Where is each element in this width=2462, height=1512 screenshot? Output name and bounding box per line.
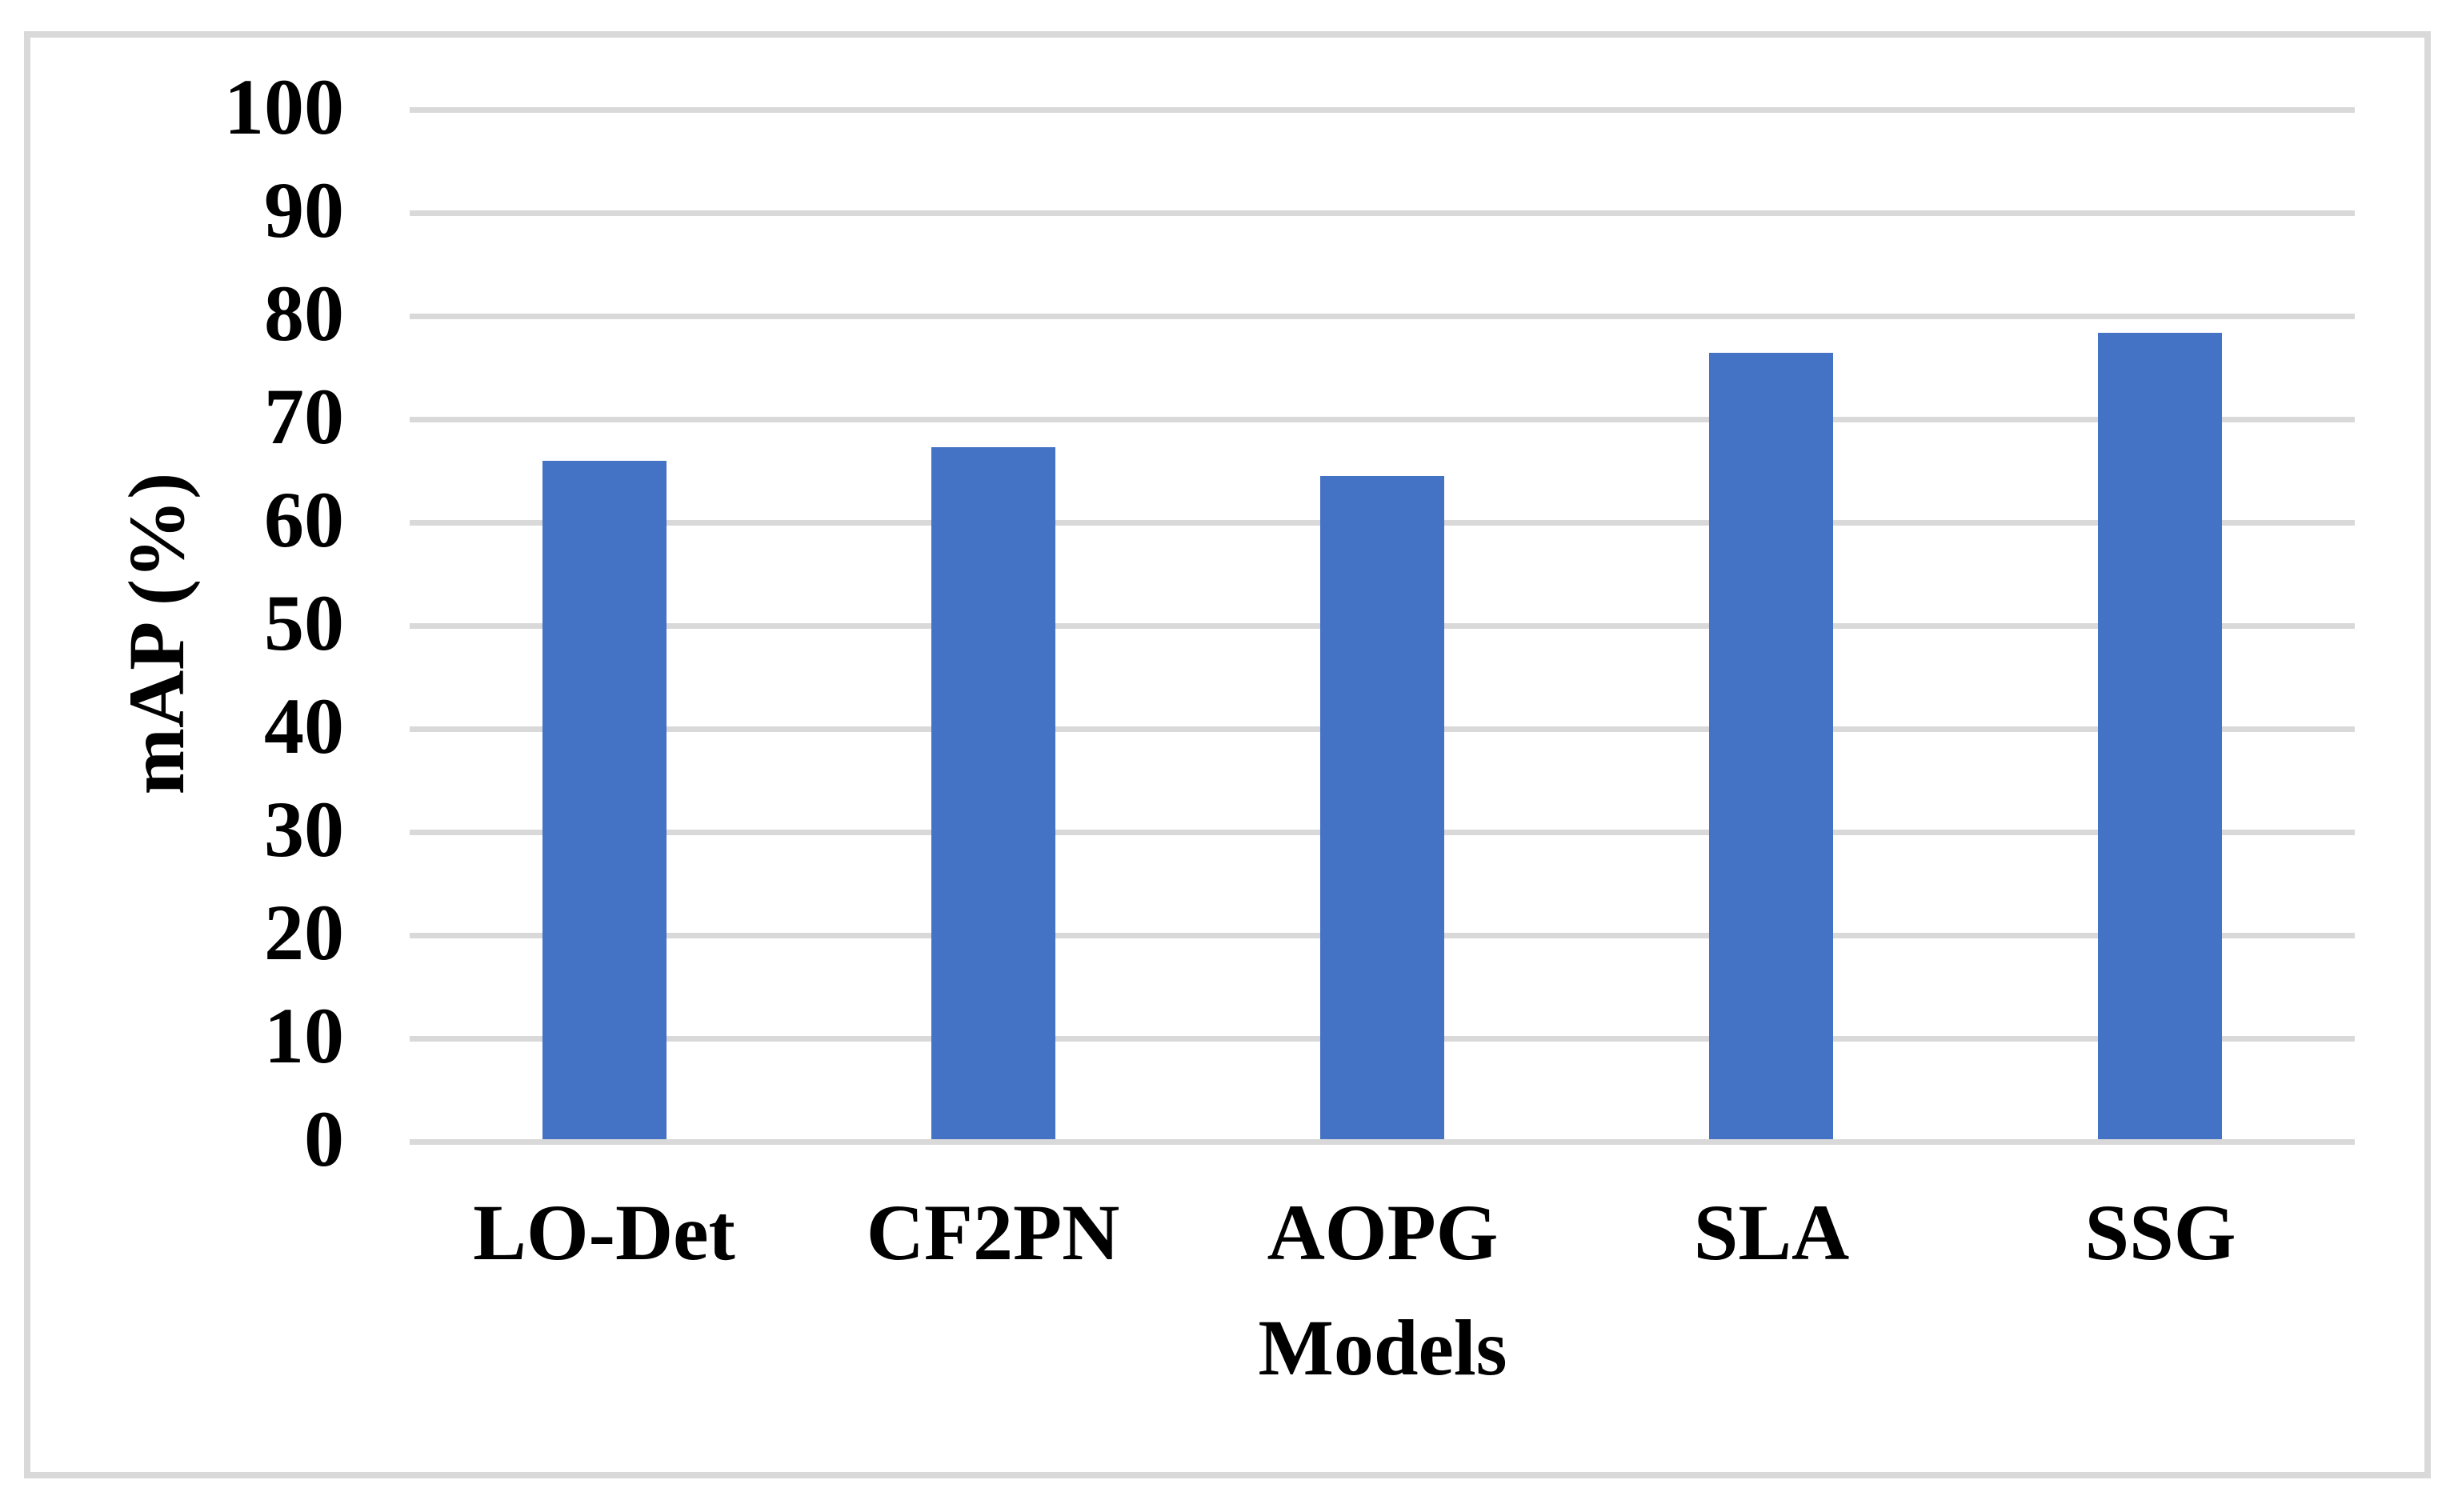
- gridline-y-80: [410, 314, 2355, 319]
- x-category-label-SSG: SSG: [2084, 1188, 2236, 1277]
- y-tick-label-50: 50: [264, 578, 344, 667]
- y-tick-label-60: 60: [264, 475, 344, 564]
- gridline-y-100: [410, 107, 2355, 113]
- bar-CF2PN: [931, 447, 1055, 1139]
- bar-SSG: [2098, 333, 2222, 1139]
- chart-outer-frame: [24, 31, 2431, 1478]
- y-tick-label-70: 70: [264, 372, 344, 461]
- x-category-label-AOPG: AOPG: [1267, 1188, 1499, 1277]
- y-tick-label-100: 100: [224, 62, 344, 151]
- gridline-y-70: [410, 417, 2355, 422]
- gridline-y-90: [410, 210, 2355, 216]
- gridline-y-0: [410, 1139, 2355, 1145]
- bar-AOPG: [1320, 476, 1444, 1139]
- x-category-label-LO-Det: LO-Det: [473, 1188, 735, 1277]
- y-axis-title: mAP (%): [112, 472, 201, 795]
- x-category-label-SLA: SLA: [1693, 1188, 1850, 1277]
- y-tick-label-40: 40: [264, 682, 344, 770]
- y-tick-label-20: 20: [264, 888, 344, 977]
- y-tick-label-80: 80: [264, 269, 344, 358]
- y-tick-label-30: 30: [264, 785, 344, 874]
- y-tick-label-0: 0: [304, 1094, 344, 1183]
- y-tick-label-90: 90: [264, 166, 344, 254]
- y-tick-label-10: 10: [264, 991, 344, 1080]
- bar-SLA: [1709, 353, 1833, 1139]
- x-category-label-CF2PN: CF2PN: [866, 1188, 1120, 1277]
- x-axis-title: Models: [1258, 1303, 1507, 1392]
- bar-LO-Det: [542, 461, 667, 1139]
